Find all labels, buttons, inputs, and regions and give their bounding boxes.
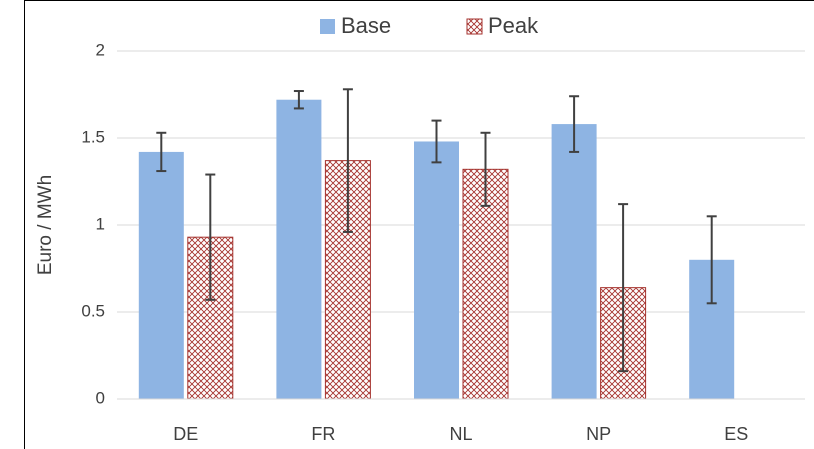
y-tick-label: 0.5 <box>81 301 105 320</box>
legend-swatch <box>466 18 483 35</box>
error-bar <box>205 173 216 301</box>
error-bar <box>342 88 353 233</box>
y-tick-label: 2 <box>96 40 105 59</box>
error-bar <box>293 90 304 110</box>
error-bar <box>431 119 442 164</box>
x-tick-label: NP <box>586 424 611 444</box>
error-bar <box>480 131 491 207</box>
x-tick-label: DE <box>173 424 198 444</box>
bar <box>138 151 184 399</box>
bar <box>462 168 509 400</box>
error-bar <box>618 203 629 373</box>
error-bar <box>569 95 580 153</box>
x-tick-label: ES <box>724 424 748 444</box>
bar <box>414 141 459 400</box>
legend-label: Base <box>341 13 391 38</box>
error-bar <box>156 131 167 173</box>
y-axis-title: Euro / MWh <box>35 175 56 275</box>
y-tick-label: 1.5 <box>81 127 105 146</box>
error-bar <box>706 215 717 305</box>
y-tick-label: 0 <box>96 388 105 407</box>
bar <box>276 99 322 399</box>
legend-label: Peak <box>488 13 539 38</box>
bar <box>551 124 597 399</box>
legend-swatch <box>320 19 335 34</box>
x-tick-label: NL <box>449 424 472 444</box>
x-tick-label: FR <box>311 424 335 444</box>
y-tick-label: 1 <box>96 214 105 233</box>
